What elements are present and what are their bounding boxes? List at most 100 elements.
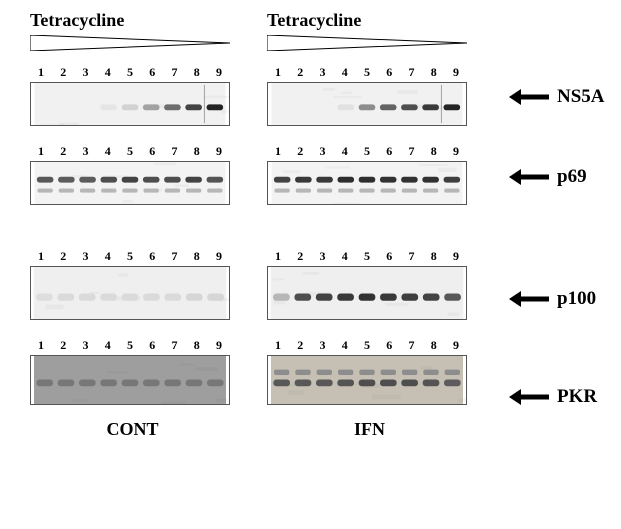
lane-label-2: 2 bbox=[56, 65, 70, 80]
lane-label-3: 3 bbox=[79, 338, 93, 353]
lane-label-7: 7 bbox=[405, 249, 419, 264]
blot-pkr-cont bbox=[30, 355, 230, 405]
lane-labels: 123456789 bbox=[267, 338, 467, 353]
blot-p69-ifn bbox=[267, 161, 467, 205]
lane-label-8: 8 bbox=[427, 249, 441, 264]
row-label-text-pkr: PKR bbox=[557, 386, 597, 408]
lane-labels: 123456789 bbox=[30, 65, 230, 80]
lane-label-2: 2 bbox=[56, 249, 70, 264]
lane-label-4: 4 bbox=[338, 144, 352, 159]
lane-label-3: 3 bbox=[79, 249, 93, 264]
lane-labels: 123456789 bbox=[267, 144, 467, 159]
lane-label-1: 1 bbox=[34, 65, 48, 80]
lane-label-5: 5 bbox=[123, 338, 137, 353]
blot-pkr-ifn bbox=[267, 355, 467, 405]
lane-label-9: 9 bbox=[449, 65, 463, 80]
lane-label-8: 8 bbox=[190, 65, 204, 80]
lane-labels: 123456789 bbox=[30, 144, 230, 159]
lane-label-4: 4 bbox=[101, 65, 115, 80]
lane-label-1: 1 bbox=[271, 249, 285, 264]
tetracycline-gradient-icon bbox=[30, 35, 230, 53]
row-label-p100: p100 bbox=[509, 288, 596, 310]
arrow-left-icon bbox=[509, 291, 549, 307]
arrow-left-icon bbox=[509, 169, 549, 185]
row-label-text-ns5a: NS5A bbox=[557, 86, 605, 108]
column-footer-ifn: IFN bbox=[267, 419, 472, 440]
lane-label-9: 9 bbox=[212, 249, 226, 264]
lane-label-6: 6 bbox=[145, 338, 159, 353]
lane-label-8: 8 bbox=[427, 144, 441, 159]
lane-label-2: 2 bbox=[293, 144, 307, 159]
lane-label-6: 6 bbox=[382, 338, 396, 353]
lane-label-9: 9 bbox=[449, 249, 463, 264]
lane-label-6: 6 bbox=[145, 144, 159, 159]
lane-label-5: 5 bbox=[123, 249, 137, 264]
arrow-left-icon bbox=[509, 89, 549, 105]
lane-label-7: 7 bbox=[168, 144, 182, 159]
lane-label-2: 2 bbox=[56, 144, 70, 159]
row-label-text-p69: p69 bbox=[557, 166, 587, 188]
lane-label-7: 7 bbox=[168, 249, 182, 264]
lane-label-9: 9 bbox=[449, 144, 463, 159]
lane-label-6: 6 bbox=[382, 65, 396, 80]
row-label-pkr: PKR bbox=[509, 386, 597, 408]
lane-label-8: 8 bbox=[427, 65, 441, 80]
lane-label-2: 2 bbox=[293, 338, 307, 353]
lane-label-2: 2 bbox=[56, 338, 70, 353]
lane-label-1: 1 bbox=[271, 144, 285, 159]
row-label-ns5a: NS5A bbox=[509, 86, 605, 108]
lane-label-8: 8 bbox=[190, 144, 204, 159]
lane-label-7: 7 bbox=[405, 144, 419, 159]
blot-p100-ifn bbox=[267, 266, 467, 320]
lane-label-8: 8 bbox=[190, 338, 204, 353]
column-cont: Tetracycline1234567891234567891234567891… bbox=[30, 10, 235, 529]
lane-label-3: 3 bbox=[79, 144, 93, 159]
lane-label-7: 7 bbox=[168, 65, 182, 80]
column-footer-cont: CONT bbox=[30, 419, 235, 440]
lane-label-3: 3 bbox=[316, 65, 330, 80]
lane-label-1: 1 bbox=[271, 338, 285, 353]
row-label-text-p100: p100 bbox=[557, 288, 596, 310]
blot-ns5a-cont bbox=[30, 82, 230, 126]
lane-label-5: 5 bbox=[360, 65, 374, 80]
column-ifn: Tetracycline1234567891234567891234567891… bbox=[267, 10, 472, 529]
lane-label-5: 5 bbox=[360, 144, 374, 159]
lane-labels: 123456789 bbox=[267, 65, 467, 80]
lane-label-5: 5 bbox=[123, 144, 137, 159]
lane-label-9: 9 bbox=[212, 65, 226, 80]
lane-label-7: 7 bbox=[405, 65, 419, 80]
lane-label-3: 3 bbox=[316, 249, 330, 264]
lane-label-5: 5 bbox=[123, 65, 137, 80]
lane-label-4: 4 bbox=[338, 338, 352, 353]
lane-label-2: 2 bbox=[293, 65, 307, 80]
lane-label-4: 4 bbox=[338, 65, 352, 80]
lane-label-6: 6 bbox=[382, 249, 396, 264]
lane-label-4: 4 bbox=[101, 144, 115, 159]
arrow-left-icon bbox=[509, 389, 549, 405]
lane-label-8: 8 bbox=[427, 338, 441, 353]
lane-label-1: 1 bbox=[34, 249, 48, 264]
tetracycline-label: Tetracycline bbox=[30, 10, 235, 31]
lane-label-3: 3 bbox=[316, 338, 330, 353]
lane-label-7: 7 bbox=[168, 338, 182, 353]
lane-label-2: 2 bbox=[293, 249, 307, 264]
blot-ns5a-ifn bbox=[267, 82, 467, 126]
lane-label-5: 5 bbox=[360, 249, 374, 264]
lane-label-1: 1 bbox=[34, 144, 48, 159]
lane-labels: 123456789 bbox=[30, 249, 230, 264]
lane-label-4: 4 bbox=[338, 249, 352, 264]
lane-label-7: 7 bbox=[405, 338, 419, 353]
lane-label-4: 4 bbox=[101, 338, 115, 353]
tetracycline-gradient-icon bbox=[267, 35, 467, 53]
tetracycline-label: Tetracycline bbox=[267, 10, 472, 31]
blot-p100-cont bbox=[30, 266, 230, 320]
lane-label-6: 6 bbox=[382, 144, 396, 159]
lane-label-3: 3 bbox=[316, 144, 330, 159]
lane-label-8: 8 bbox=[190, 249, 204, 264]
lane-label-4: 4 bbox=[101, 249, 115, 264]
lane-label-9: 9 bbox=[212, 144, 226, 159]
lane-labels: 123456789 bbox=[267, 249, 467, 264]
lane-label-9: 9 bbox=[212, 338, 226, 353]
row-label-p69: p69 bbox=[509, 166, 587, 188]
lane-label-1: 1 bbox=[34, 338, 48, 353]
